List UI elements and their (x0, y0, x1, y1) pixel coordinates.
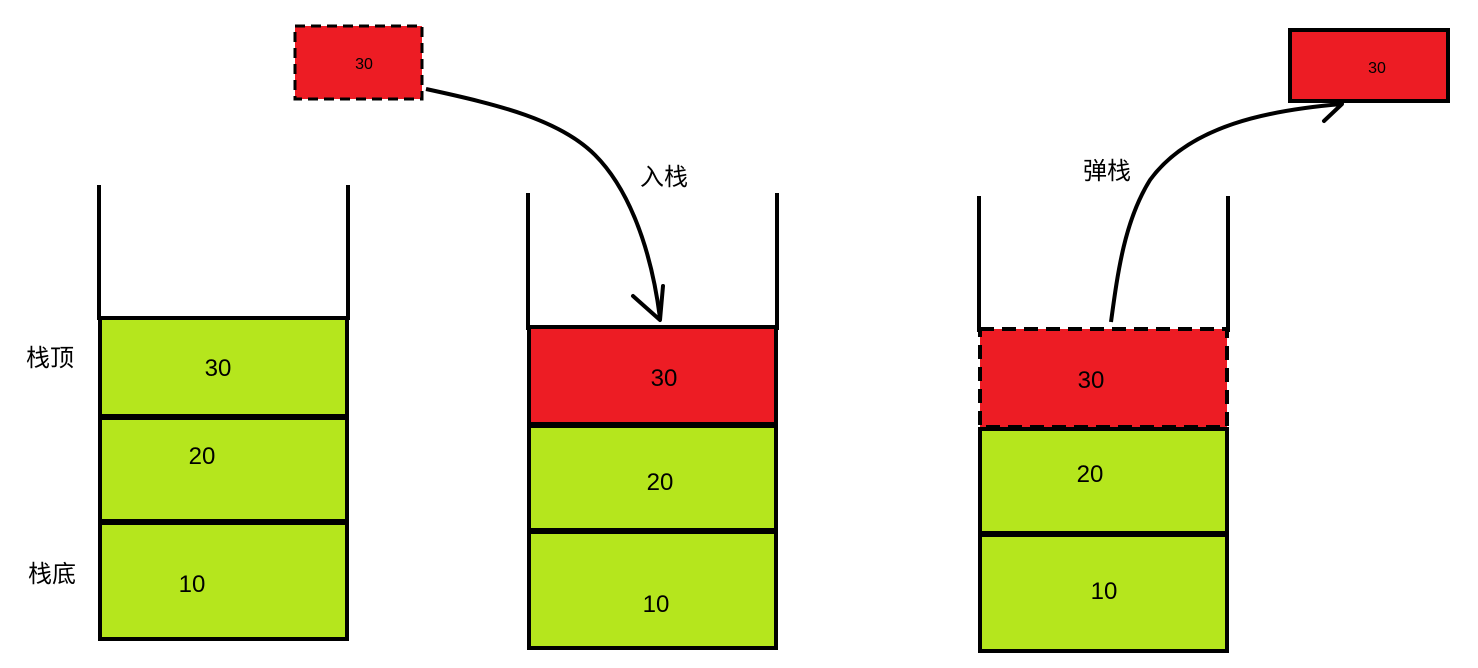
stack-pop-cell-bottom (978, 533, 1229, 653)
stack-initial-cell-middle (98, 416, 349, 523)
stack-push-cell-top-value: 30 (651, 365, 678, 392)
push-arrow-curve (425, 87, 662, 319)
stack-pop-cell-top-value: 30 (1078, 367, 1105, 394)
stack-initial-cell-top-value: 30 (205, 355, 232, 382)
stack-pop-cell-middle-value: 20 (1077, 461, 1104, 488)
stack-initial: 30 20 10 (97, 185, 350, 641)
stack-initial-cell-top (98, 316, 349, 418)
push-label: 入栈 (640, 164, 688, 191)
stack-push-cell-bottom-value: 10 (643, 591, 670, 618)
incoming-block-value: 30 (355, 56, 373, 73)
stack-initial-cell-bottom-value: 10 (179, 571, 206, 598)
stack-push-cell-middle-value: 20 (647, 469, 674, 496)
stack-pop: 30 20 10 (977, 196, 1230, 653)
outgoing-block: 30 (1288, 28, 1450, 103)
incoming-block-rect (293, 24, 424, 101)
stack-bottom-label: 栈底 (28, 561, 76, 588)
stack-push-cell-top (527, 325, 778, 426)
stack-initial-cell-bottom (98, 521, 349, 641)
stack-top-label: 栈顶 (26, 345, 74, 372)
stack-push: 30 20 10 (526, 193, 779, 650)
pop-arrow-curve (1109, 102, 1343, 323)
incoming-block: 30 (293, 24, 424, 101)
pop-label: 弹栈 (1083, 158, 1131, 185)
stack-pop-cell-bottom-value: 10 (1091, 578, 1118, 605)
stack-push-cell-bottom (527, 530, 778, 650)
outgoing-block-rect (1288, 28, 1450, 103)
stack-initial-cell-middle-value: 20 (189, 443, 216, 470)
push-arrowhead-icon (631, 284, 665, 322)
outgoing-block-value: 30 (1368, 60, 1386, 77)
stack-pop-cell-middle (978, 427, 1229, 535)
stack-pop-cell-top (978, 327, 1229, 429)
